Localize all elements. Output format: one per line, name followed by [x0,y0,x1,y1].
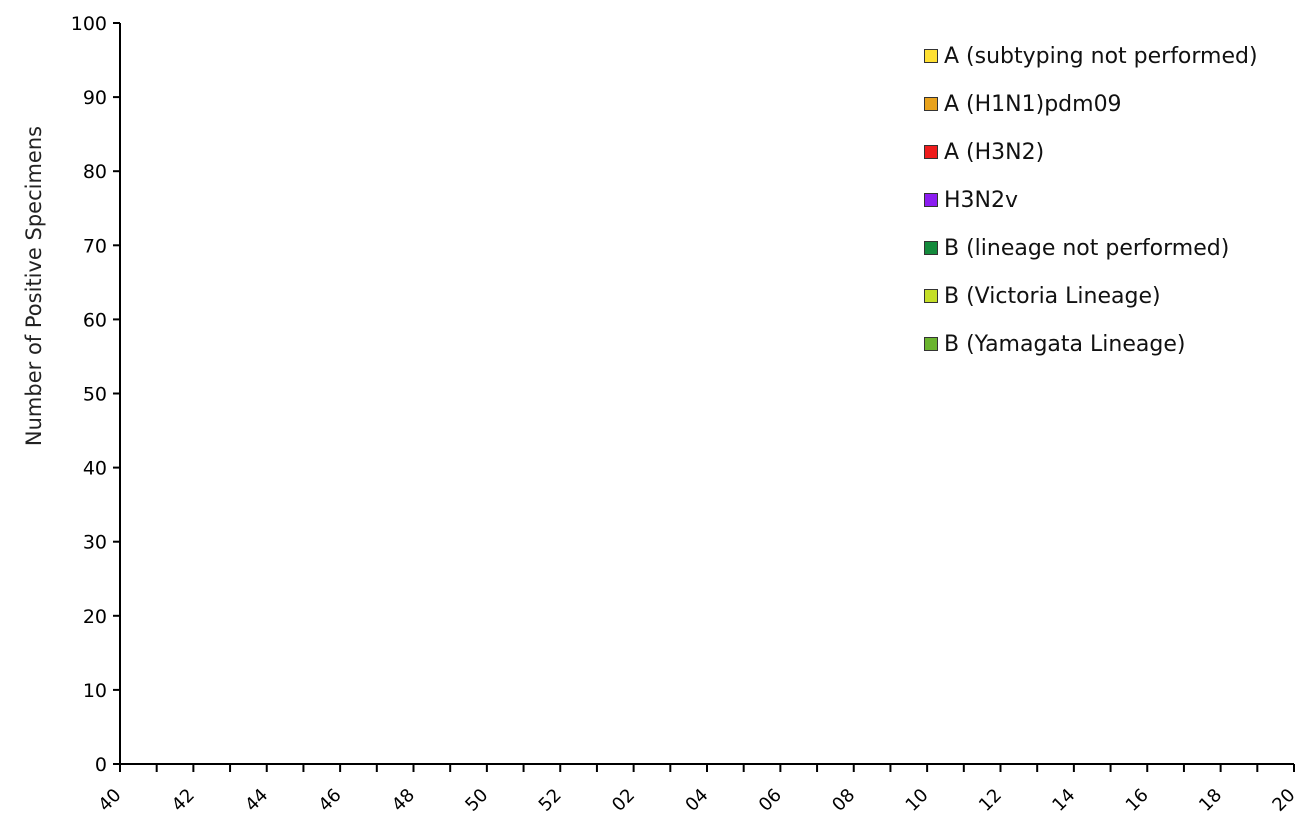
x-tick-label: 52 [535,785,566,816]
y-tick-label: 100 [71,13,107,35]
x-tick-label: 10 [902,785,933,816]
x-tick-label: 02 [608,785,639,816]
legend-swatch [924,97,938,111]
legend-label: A (H3N2) [944,139,1045,165]
legend-item: A (H3N2) [924,138,1258,166]
y-tick-label: 60 [83,309,107,331]
x-tick-label: 44 [241,785,272,816]
y-tick-label: 20 [83,606,107,628]
x-tick-label: 46 [315,785,346,816]
x-tick-label: 48 [388,785,419,816]
legend-swatch [924,145,938,159]
x-axis: 40 42 44 46 48 50 52 02 04 06 08 10 12 14 16 18 20 [94,763,1300,816]
y-tick-label: 70 [83,235,107,257]
y-tick-label: 10 [83,680,107,702]
y-axis-title: Number of Positive Specimens [22,125,46,447]
y-tick-label: 50 [83,384,107,406]
legend-label: B (Victoria Lineage) [944,283,1161,309]
y-tick-label: 80 [83,161,107,183]
legend-swatch [924,193,938,207]
legend-swatch [924,337,938,351]
legend-item: H3N2v [924,186,1258,214]
x-tick-label: 42 [168,785,199,816]
x-tick-label: 20 [1268,785,1299,816]
x-tick-label: 08 [828,785,859,816]
y-tick-label: 40 [83,458,107,480]
x-tick-label: 04 [681,785,712,816]
y-tick-label: 30 [83,532,107,554]
legend-swatch [924,49,938,63]
x-tick-label: 12 [975,785,1006,816]
legend-swatch [924,289,938,303]
legend-label: A (H1N1)pdm09 [944,91,1122,117]
x-tick-label: 50 [461,785,492,816]
legend-label: A (subtyping not performed) [944,43,1258,69]
y-tick-label: 0 [95,754,107,776]
legend-label: B (Yamagata Lineage) [944,331,1186,357]
x-tick-label: 06 [755,785,786,816]
legend-label: H3N2v [944,187,1019,213]
legend-item: B (Victoria Lineage) [924,282,1258,310]
x-tick-label: 16 [1122,785,1153,816]
x-tick-label: 14 [1048,785,1079,816]
legend-item: A (subtyping not performed) [924,42,1258,70]
legend: A (subtyping not performed) A (H1N1)pdm09… [924,42,1258,378]
legend-item: A (H1N1)pdm09 [924,90,1258,118]
x-tick-label: 40 [94,785,125,816]
legend-item: B (Yamagata Lineage) [924,330,1258,358]
x-tick-label: 18 [1195,785,1226,816]
y-tick-label: 90 [83,87,107,109]
y-axis: 0 10 20 30 40 50 60 70 80 90 100 [71,13,121,776]
legend-swatch [924,241,938,255]
legend-item: B (lineage not performed) [924,234,1258,262]
legend-label: B (lineage not performed) [944,235,1230,261]
